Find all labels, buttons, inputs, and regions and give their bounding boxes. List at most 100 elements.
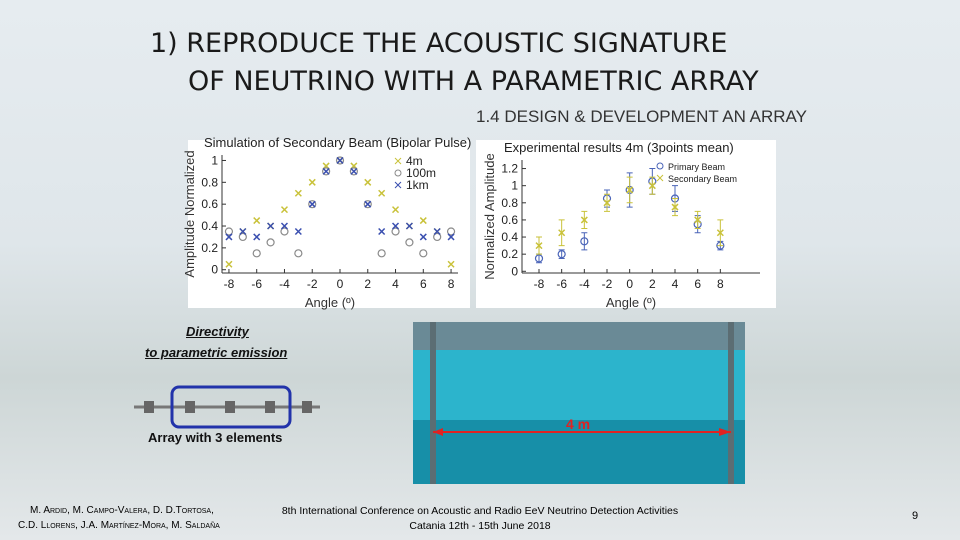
data-point	[252, 249, 261, 258]
data-point	[335, 156, 345, 165]
x-axis-label: Angle (º)	[305, 295, 355, 310]
chart-title: Simulation of Secondary Beam (Bipolar Pu…	[204, 135, 471, 150]
data-point	[534, 254, 544, 263]
data-point	[391, 222, 400, 230]
data-point	[294, 249, 303, 258]
x-tick-label: 8	[717, 277, 724, 291]
data-point	[580, 216, 588, 224]
tank-photo	[413, 322, 745, 484]
y-tick-label: 0.2	[201, 241, 218, 255]
title: 1) REPRODUCE THE ACOUSTIC SIGNATURE	[150, 28, 728, 59]
y-tick-label: 0	[511, 264, 518, 278]
legend-symbol	[656, 174, 664, 182]
data-point	[378, 227, 386, 236]
x-axis-label: Angle (º)	[606, 295, 656, 310]
authors: C.D. Llorens, J.A. Martínez-Mora, M. Sal…	[18, 520, 220, 531]
data-point	[294, 227, 302, 236]
x-tick-label: 2	[364, 277, 371, 291]
y-tick-label: 0.2	[501, 247, 518, 261]
error-bar	[581, 232, 588, 251]
data-point	[350, 167, 358, 175]
data-point	[364, 178, 372, 186]
x-tick-label: -2	[602, 277, 613, 291]
caption: Array with 3 elements	[148, 430, 283, 445]
legend-label: 1km	[406, 178, 429, 192]
data-point	[308, 200, 317, 209]
x-tick-label: 0	[626, 277, 633, 291]
data-point	[580, 237, 589, 246]
y-tick-label: 1	[211, 153, 218, 167]
x-tick-label: -8	[534, 277, 545, 291]
legend-symbol	[656, 162, 664, 170]
y-tick-label: 0.6	[201, 197, 218, 211]
x-tick-label: -8	[224, 277, 235, 291]
data-point	[391, 227, 400, 236]
data-point	[447, 233, 455, 241]
x-tick-label: 0	[337, 277, 344, 291]
authors: M. Ardid, M. Campo-Valera, D. D.Tortosa,	[30, 505, 214, 516]
y-tick-label: 1	[511, 179, 518, 193]
subtitle: 1.4 DESIGN & DEVELOPMENT AN ARRAY	[476, 107, 807, 126]
conference: Catania 12th - 15th June 2018	[409, 520, 551, 532]
y-tick-label: 0.8	[201, 175, 218, 189]
data-point	[238, 232, 247, 242]
page-number: 9	[912, 510, 919, 522]
data-point	[253, 233, 261, 241]
data-point	[349, 167, 358, 176]
y-tick-label: 0.4	[201, 219, 218, 233]
data-point	[363, 200, 372, 209]
data-point	[253, 217, 261, 225]
title: OF NEUTRINO WITH A PARAMETRIC ARRAY	[188, 66, 759, 97]
y-tick-label: 0.8	[501, 196, 518, 210]
data-point	[336, 156, 344, 164]
x-tick-label: 6	[694, 277, 701, 291]
data-point	[322, 167, 330, 175]
x-tick-label: 4	[392, 277, 399, 291]
distance-label: 4 m	[566, 416, 591, 432]
data-point	[308, 200, 316, 208]
x-tick-label: -4	[279, 277, 290, 291]
data-point	[603, 199, 611, 207]
legend-label: Primary Beam	[668, 162, 725, 172]
chart-bg	[476, 140, 776, 308]
y-axis-label: Amplitude Normalized	[182, 150, 197, 277]
data-point	[716, 229, 724, 237]
legend-symbol	[394, 181, 402, 189]
data-point	[308, 178, 316, 186]
error-bar	[558, 249, 565, 259]
data-point	[267, 222, 275, 230]
legend-label: Secondary Beam	[668, 174, 737, 184]
data-point	[433, 227, 441, 236]
data-point	[405, 238, 414, 247]
data-point	[447, 260, 455, 268]
data-point	[626, 186, 634, 194]
array-diagram	[134, 385, 320, 429]
y-tick-label: 0.6	[501, 213, 518, 227]
data-point	[671, 203, 679, 211]
data-point	[280, 227, 289, 236]
x-tick-label: 4	[672, 277, 679, 291]
data-point	[419, 217, 427, 225]
data-point	[694, 216, 702, 224]
x-tick-label: -6	[556, 277, 567, 291]
y-tick-label: 0.4	[501, 230, 518, 244]
data-point	[378, 189, 386, 197]
data-point	[648, 182, 656, 190]
data-point	[557, 250, 566, 259]
chart-title: Experimental results 4m (3points mean)	[504, 140, 734, 155]
y-tick-label: 1.2	[501, 162, 518, 176]
data-point	[239, 227, 247, 236]
conference: 8th International Conference on Acoustic…	[281, 505, 679, 517]
x-tick-label: 8	[448, 277, 455, 291]
x-tick-label: -6	[251, 277, 262, 291]
legend-label: 100m	[406, 166, 436, 180]
y-axis-label: Normalized Amplitude	[482, 153, 497, 279]
x-tick-label: -4	[579, 277, 590, 291]
data-point	[364, 200, 372, 208]
data-point	[266, 238, 275, 247]
data-point	[391, 206, 400, 214]
x-tick-label: 2	[649, 277, 656, 291]
data-point	[377, 249, 386, 258]
data-point	[419, 233, 427, 241]
